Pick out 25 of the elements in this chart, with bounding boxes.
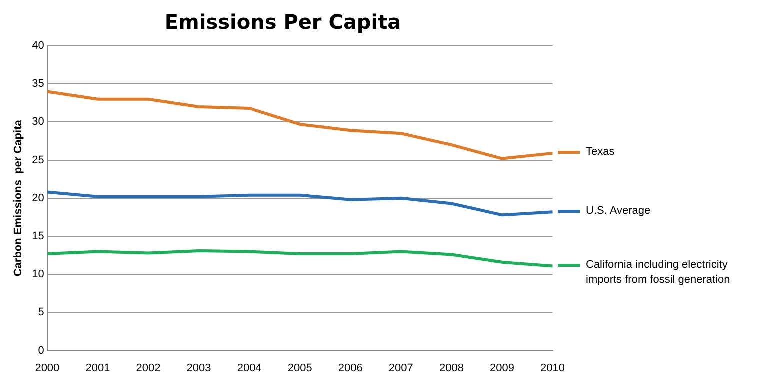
y-tick-label: 5 <box>38 306 44 319</box>
y-tick-label: 30 <box>32 116 44 128</box>
y-tick-label: 10 <box>32 268 44 281</box>
x-tick-label: 2010 <box>540 362 566 374</box>
legend-label: Texas <box>586 145 616 160</box>
x-tick-label: 2007 <box>388 362 414 374</box>
y-tick-label: 20 <box>32 192 44 204</box>
x-tick-label: 2000 <box>35 362 60 374</box>
y-tick-label: 15 <box>32 230 44 243</box>
y-tick-label: 0 <box>38 344 44 357</box>
y-axis-title: Carbon Emissions per Capita <box>12 119 25 277</box>
x-tick-label: 2002 <box>136 362 161 374</box>
x-tick-label: 2006 <box>338 362 363 374</box>
x-tick-label: 2005 <box>288 362 312 374</box>
x-tick-label: 2001 <box>86 362 110 374</box>
legend-label: California including electricity imports from fossil generation <box>586 258 732 288</box>
y-tick-label: 40 <box>32 40 44 52</box>
x-tick-label: 2003 <box>186 362 212 374</box>
chart-title: Emissions Per Capita <box>164 10 402 34</box>
y-tick-label: 25 <box>32 154 44 166</box>
x-tick-label: 2009 <box>490 362 514 374</box>
legend-label: U.S. Average <box>586 204 652 220</box>
y-tick-label: 35 <box>32 78 44 90</box>
x-tick-label: 2008 <box>439 362 464 374</box>
x-tick-label: 2004 <box>237 362 262 374</box>
